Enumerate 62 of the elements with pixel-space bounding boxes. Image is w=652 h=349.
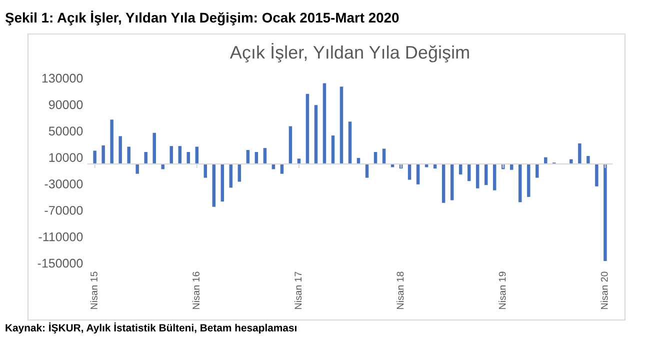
y-tick-label: 10000: [49, 153, 83, 162]
bar: [127, 146, 130, 164]
bar: [570, 159, 573, 164]
bar: [340, 86, 344, 164]
y-tick-label: 130000: [42, 74, 83, 83]
bar: [170, 146, 173, 164]
bar: [220, 164, 224, 202]
bar: [382, 148, 386, 164]
bar: [229, 164, 233, 188]
bar: [527, 164, 530, 197]
bar: [254, 152, 258, 164]
bar: [178, 146, 182, 164]
y-tick-label: 50000: [48, 126, 83, 136]
bar: [450, 164, 454, 200]
bar: [93, 150, 96, 164]
bar: [586, 156, 590, 164]
bar: [484, 164, 488, 186]
bar: [246, 150, 250, 164]
chart-title: Açık İşler, Yıldan Yıla Değişim: [230, 42, 469, 62]
bar: [204, 164, 208, 178]
bar: [518, 164, 522, 202]
bar: [492, 164, 496, 190]
bar: [578, 143, 582, 164]
bar: [374, 152, 378, 164]
bar: [118, 136, 122, 164]
bar: [331, 135, 335, 164]
text: Kaynak: İŞKUR, Aylık İstatistik Bülteni, Betam hesaplaması: [6, 322, 296, 334]
bar: [348, 122, 352, 164]
y-tick-label: -110000: [38, 232, 83, 242]
y-tick-label: -70000: [44, 206, 83, 215]
bar: [152, 132, 156, 164]
x-tick-label: Nisan 18: [396, 272, 404, 309]
y-tick-label: -150000: [38, 258, 83, 268]
bar: [288, 126, 292, 164]
bar: [322, 83, 326, 164]
bar: [306, 94, 310, 164]
y-tick-label: 90000: [48, 100, 83, 110]
bar: [263, 148, 267, 164]
chart-subtitle: Şekil 1: Açık İşler, Yıldan Yıla Değişim: Ocak 2015-Mart 2020: [5, 10, 399, 26]
bar: [476, 164, 480, 188]
bar: [365, 164, 369, 178]
bar: [416, 164, 420, 184]
x-tick-label: Nisan 15: [90, 272, 98, 309]
bar: [186, 152, 190, 164]
bar: [544, 157, 548, 164]
bar: [195, 146, 198, 164]
bar: [212, 164, 216, 207]
bar: [442, 164, 446, 203]
bar: [136, 164, 139, 174]
bar: [536, 164, 539, 178]
bar: [161, 164, 164, 170]
y-tick-label: -30000: [44, 180, 83, 188]
bar: [144, 152, 148, 164]
bar: [595, 164, 598, 186]
x-tick-label: Nisan 19: [498, 272, 506, 309]
bar: [604, 164, 607, 262]
bar: [102, 145, 105, 164]
x-tick-label: Nisan 20: [600, 272, 608, 309]
bar: [314, 105, 318, 164]
x-tick-label: Nisan 16: [192, 272, 200, 309]
bar: [110, 120, 114, 164]
x-tick-label: Nisan 17: [294, 272, 302, 309]
